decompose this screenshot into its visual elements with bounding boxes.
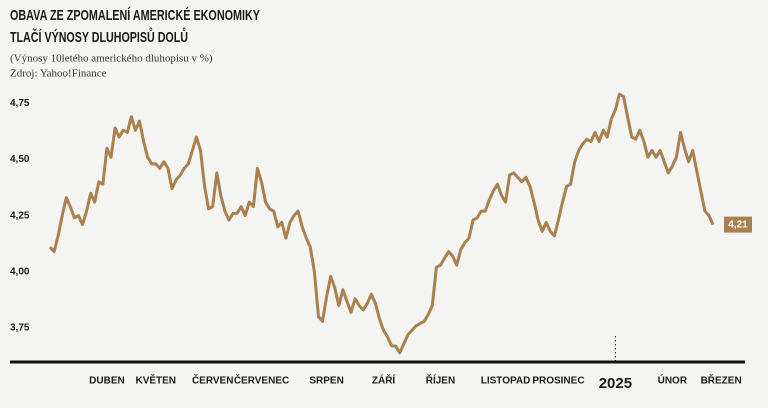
x-tick-label: DUBEN bbox=[89, 376, 125, 387]
chart-title: OBAVA ZE ZPOMALENÍ AMERICKÉ EKONOMIKY bbox=[10, 7, 260, 24]
y-tick-label: 4,50 bbox=[10, 154, 30, 165]
x-tick-label: BŘEZEN bbox=[701, 374, 742, 387]
x-tick-label: ČERVEN bbox=[192, 374, 234, 387]
chart-source: Zdroj: Yahoo!Finance bbox=[10, 68, 107, 80]
x-tick-label: ŘÍJEN bbox=[426, 374, 455, 387]
x-tick-label: SRPEN bbox=[309, 376, 343, 387]
x-tick-label: KVĚTEN bbox=[135, 374, 176, 387]
y-tick-label: 4,25 bbox=[10, 210, 30, 221]
x-tick-label: ÚNOR bbox=[658, 374, 688, 387]
y-tick-label: 3,75 bbox=[10, 323, 30, 334]
end-label: 4,21 bbox=[728, 219, 748, 230]
x-tick-label: PROSINEC bbox=[532, 376, 584, 387]
chart-title: TLAČÍ VÝNOSY DLUHOPISŮ DOLŮ bbox=[10, 27, 188, 46]
y-tick-label: 4,00 bbox=[10, 266, 30, 277]
end-label-box bbox=[724, 216, 752, 233]
x-tick-label: LISTOPAD bbox=[481, 376, 531, 387]
x-tick-label: ZÁŘÍ bbox=[372, 374, 396, 387]
year-label: 2025 bbox=[599, 375, 632, 392]
line bbox=[48, 92, 715, 355]
x-tick-label: ČERVENEC bbox=[234, 374, 289, 387]
y-tick-label: 4,75 bbox=[10, 98, 30, 109]
chart-subtitle: (Výnosy 10letého amerického dluhopisu v … bbox=[10, 53, 213, 65]
